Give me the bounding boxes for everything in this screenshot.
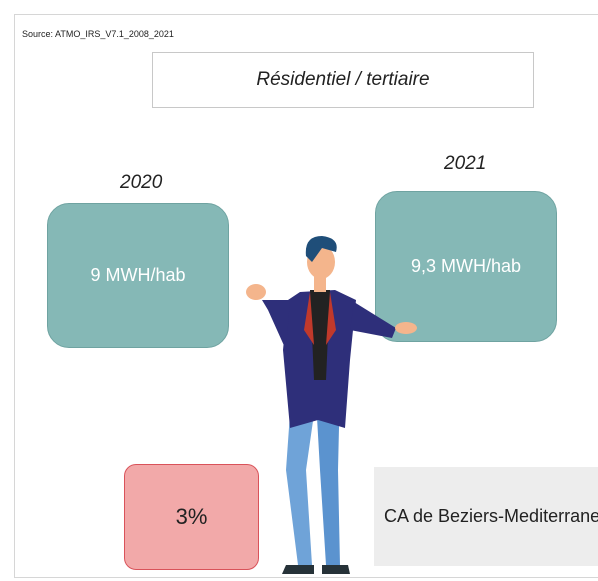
person-illustration [0,0,598,581]
page: Source: ATMO_IRS_V7.1_2008_2021 Résident… [0,0,598,581]
